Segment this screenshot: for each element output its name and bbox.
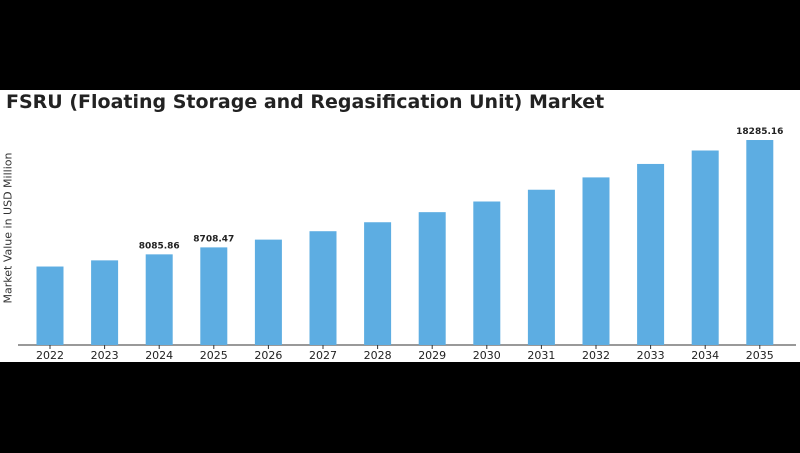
data-label-2024: 8085.86 [139,241,180,251]
data-label-2025: 8708.47 [193,234,234,244]
bar-2030 [473,201,501,345]
bar-2033 [637,163,665,345]
data-label-2035: 18285.16 [736,127,783,137]
x-tick-label-2026: 2026 [254,349,282,362]
bar-2034 [691,150,719,345]
bar-2026 [254,239,282,345]
bar-2027 [309,231,337,345]
bar-2023 [91,260,119,345]
bar-2025 [200,247,228,345]
bar-2022 [36,266,64,345]
chart-frame: FSRU (Floating Storage and Regasificatio… [0,90,800,362]
x-tick-label-2024: 2024 [145,349,173,362]
x-tick-label-2029: 2029 [418,349,446,362]
chart-plot: 2022 2023 2024 8085.86 2025 8708.47 2026 2027 20… [18,127,796,362]
x-tick-label-2030: 2030 [473,349,501,362]
x-tick-label-2023: 2023 [91,349,119,362]
x-tick-label-2022: 2022 [36,349,64,362]
bar-2031 [527,189,555,345]
bar-2028 [364,222,392,345]
x-tick-label-2027: 2027 [309,349,337,362]
x-tick-label-2025: 2025 [200,349,228,362]
x-tick-label-2031: 2031 [527,349,555,362]
x-tick-label-2028: 2028 [364,349,392,362]
bar-2035 [746,140,774,345]
chart-title: FSRU (Floating Storage and Regasificatio… [6,91,605,113]
x-tick-label-2034: 2034 [691,349,719,362]
x-tick-label-2032: 2032 [582,349,610,362]
bar-2024 [145,254,173,345]
bar-2032 [582,177,610,345]
x-tick-label-2035: 2035 [746,349,774,362]
x-tick-label-2033: 2033 [637,349,665,362]
bar-2029 [418,212,446,345]
